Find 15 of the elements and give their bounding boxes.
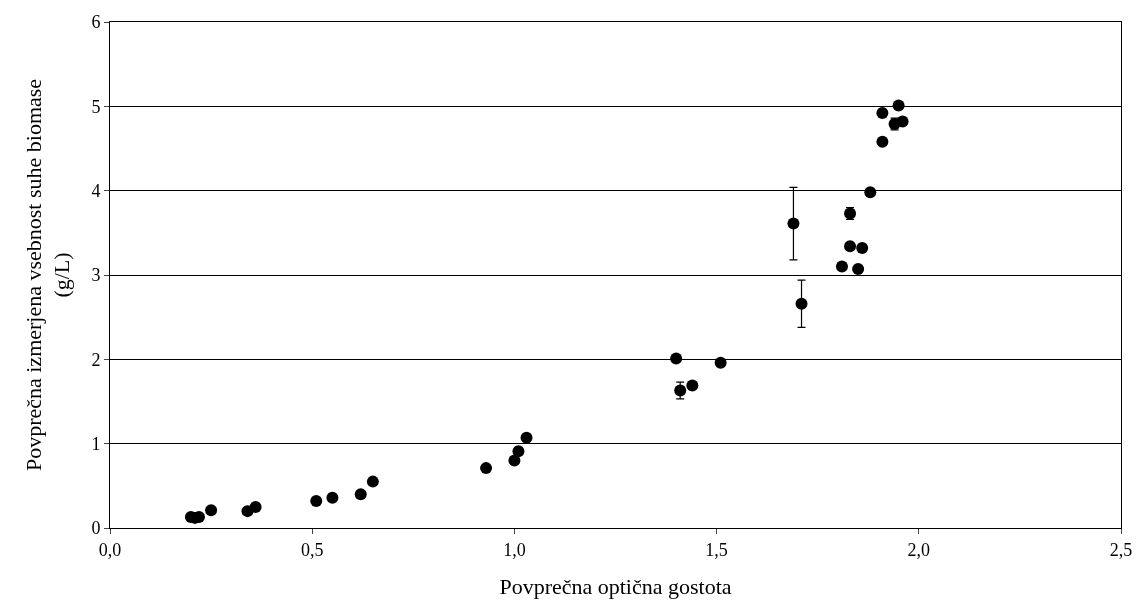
x-tick-label: 2,0 — [907, 539, 931, 560]
x-tick-label: 2,5 — [1109, 539, 1133, 560]
y-tick-label: 1 — [91, 433, 101, 454]
x-tick-label: 0,5 — [300, 539, 324, 560]
x-tick-label: 1,0 — [503, 539, 526, 560]
x-tick-label: 1,5 — [705, 539, 728, 560]
y-tick-label: 5 — [91, 96, 101, 117]
x-axis-title: Povprečna optična gostota — [499, 574, 732, 600]
y-tick-label: 2 — [91, 349, 101, 370]
y-tick-label: 4 — [91, 180, 101, 201]
y-tick-label: 3 — [91, 265, 101, 286]
x-tick-label: 0,0 — [98, 539, 122, 560]
y-axis-title: Povprečna izmerjena vsebnost suhe biomase (g/L) — [20, 78, 75, 472]
y-tick-label: 0 — [91, 518, 101, 539]
y-tick-label: 6 — [91, 12, 101, 33]
